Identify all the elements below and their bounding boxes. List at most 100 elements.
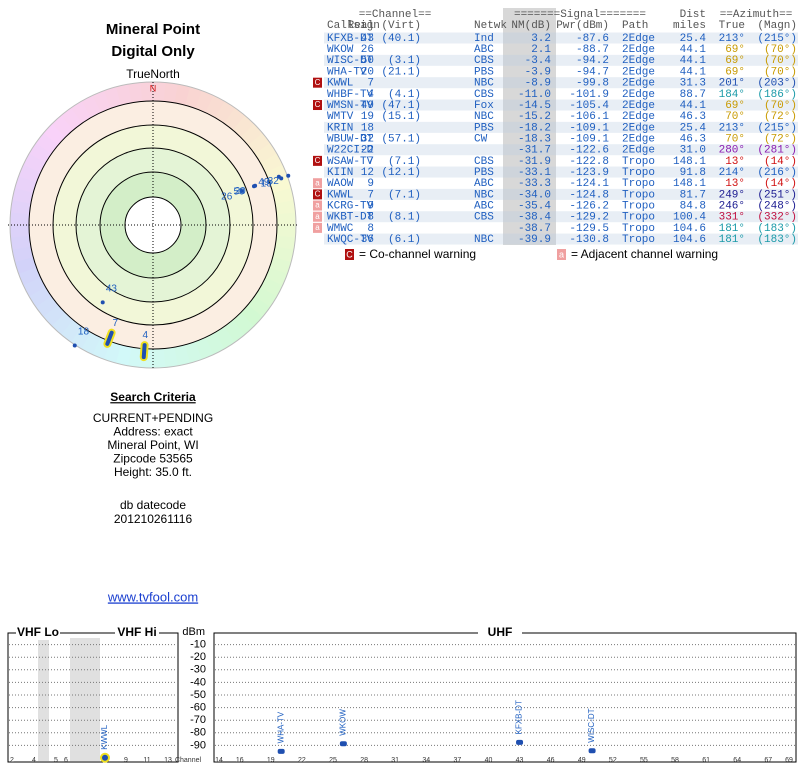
x-tick-label: 11 [143, 757, 150, 764]
cell-dist: 44.1 [680, 66, 707, 78]
group-header: =======Signal======= [514, 9, 646, 21]
search-line: Address: exact [113, 425, 193, 439]
cell-real: 8 [367, 223, 374, 235]
polar-label: 50 [233, 187, 245, 198]
cell-magn: (14°) [764, 178, 797, 190]
cell-netwk: Ind [474, 33, 494, 45]
cell-path: 2Edge [622, 66, 655, 78]
cell-netwk: CBS [474, 55, 494, 67]
azimuth-wedge [43, 123, 67, 146]
cell-pwr: -94.2 [576, 55, 609, 67]
cell-true: 181° [719, 223, 745, 235]
azimuth-wedge [10, 211, 30, 225]
azimuth-wedge [274, 235, 296, 252]
cell-virt: (3.1) [388, 55, 421, 67]
cell-magn: (70°) [764, 44, 797, 56]
cell-pwr: -124.1 [569, 178, 609, 190]
cell-path: 2Edge [622, 145, 655, 157]
cell-pwr: -109.1 [569, 122, 609, 134]
signal-label: WKOW [338, 709, 347, 736]
azimuth-wedge [205, 95, 226, 119]
column-header: Callsign [327, 20, 380, 32]
cell-dist: 148.1 [673, 178, 706, 190]
column-header: (Virt) [381, 20, 421, 32]
row-shade [324, 166, 798, 178]
azimuth-wedge [70, 326, 91, 349]
cell-netwk: PBS [474, 66, 494, 78]
polar-marker [139, 341, 149, 362]
azimuth-wedge [276, 212, 297, 227]
cell-path: 2Edge [622, 44, 655, 56]
azimuth-wedge [264, 267, 288, 287]
azimuth-wedge [140, 81, 155, 102]
cell-virt: (47.1) [381, 100, 421, 112]
warning-icon: C [315, 156, 321, 165]
polar-marker [279, 176, 284, 181]
column-header: True [719, 20, 745, 32]
cell-real: 7 [367, 189, 374, 201]
polar-label: 32 [268, 176, 280, 187]
cell-magn: (70°) [764, 100, 797, 112]
cell-virt: (21.1) [381, 66, 421, 78]
cell-path: 2Edge [622, 33, 655, 45]
cell-virt: (7.1) [388, 156, 421, 168]
azimuth-wedge [151, 348, 166, 369]
azimuth-wedge [28, 286, 52, 307]
cell-path: 2Edge [622, 122, 655, 134]
y-tick-label: -50 [190, 689, 206, 701]
uhf-panel [213, 632, 797, 763]
cell-pwr: -106.1 [569, 111, 609, 123]
cell-dist: 104.6 [673, 234, 706, 246]
cell-netwk: ABC [474, 200, 494, 212]
column-header: Path [622, 20, 648, 32]
cell-callsign: WHA-TV [327, 66, 367, 78]
cell-callsign: KWWL [327, 189, 353, 201]
cell-real: 12 [361, 167, 374, 179]
cell-true: 70° [725, 111, 745, 123]
column-header: NM(dB) [511, 20, 551, 32]
warning-icon: a [315, 223, 320, 232]
site-title: Mineral Point [106, 21, 200, 38]
cell-magn: (215°) [757, 122, 797, 134]
cell-netwk: Fox [474, 100, 494, 112]
azimuth-wedge [10, 198, 32, 215]
x-tick-label: 40 [485, 757, 493, 764]
site-link[interactable]: www.tvfool.com [107, 589, 198, 604]
cell-true: 214° [719, 167, 745, 179]
azimuth-wedge [259, 277, 283, 298]
cell-nm: -38.7 [518, 223, 551, 235]
cell-real: 8 [367, 212, 374, 224]
signal-marker [100, 752, 110, 763]
azimuth-wedge [42, 303, 66, 327]
cell-pwr: -94.7 [576, 66, 609, 78]
cell-real: 18 [361, 122, 374, 134]
adj-icon-box [557, 249, 566, 260]
signal-marker [588, 748, 596, 754]
cell-dist: 44.1 [680, 100, 707, 112]
y-tick-label: -40 [190, 676, 206, 688]
cell-dist: 25.4 [680, 122, 707, 134]
y-tick-label: -70 [190, 714, 206, 726]
row-shade [324, 211, 798, 223]
y-tick-label: -10 [190, 639, 206, 651]
column-header: Real [348, 20, 374, 32]
cell-magn: (332°) [757, 212, 797, 224]
cell-pwr: -88.7 [576, 44, 609, 56]
cell-dist: 31.0 [680, 145, 706, 157]
cell-path: 2Edge [622, 133, 655, 145]
warning-icon: C [315, 189, 321, 198]
row-shade [324, 54, 798, 66]
cell-netwk: NBC [474, 78, 494, 90]
cell-magn: (203°) [757, 78, 797, 90]
cell-dist: 148.1 [673, 156, 706, 168]
cell-callsign: W22CI-D [327, 145, 374, 157]
cell-nm: -38.4 [518, 212, 551, 224]
cell-magn: (70°) [764, 66, 797, 78]
row-shade [324, 121, 798, 133]
cell-true: 69° [725, 66, 745, 78]
cell-real: 20 [361, 66, 374, 78]
cell-netwk: NBC [474, 234, 494, 246]
cell-pwr: -123.9 [569, 167, 609, 179]
cell-callsign: WSAW-TV [327, 156, 374, 168]
